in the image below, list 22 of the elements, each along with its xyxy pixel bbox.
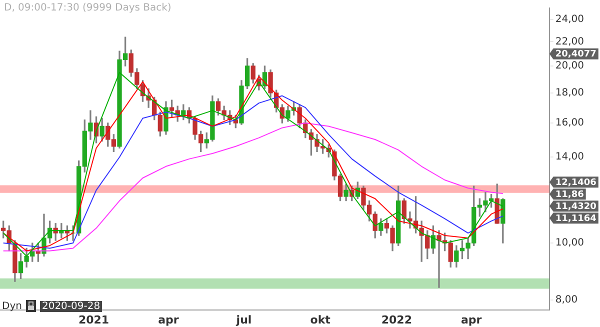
- annotation: Dyn: [2, 300, 22, 312]
- y-tick-label: 20,00: [555, 60, 584, 72]
- text: 20,4077: [555, 50, 596, 60]
- y-tick-label: 18,00: [555, 88, 584, 99]
- x-tick-label: okt: [310, 313, 330, 326]
- x-tick-label: 2021: [78, 313, 110, 326]
- text: 11,86: [555, 190, 584, 200]
- y-tick-label: 10,00: [555, 238, 584, 249]
- y-tick-label: 14,00: [555, 152, 584, 163]
- text: 12,1406: [555, 178, 596, 188]
- annotation: 2020-09-28: [40, 300, 102, 312]
- x-tick-label: jul: [235, 313, 252, 326]
- text: 11,4320: [555, 202, 596, 212]
- y-tick-label: 16,00: [555, 118, 584, 129]
- text: 11,1164: [555, 214, 596, 224]
- x-tick-label: 2022: [381, 313, 412, 326]
- y-tick-label: 22,00: [555, 36, 584, 48]
- x-tick-label: apr: [460, 313, 482, 326]
- chart-title: D, 09:00-17:30 (9999 Days Back): [4, 2, 172, 14]
- x-tick-label: apr: [158, 313, 180, 326]
- y-tick-label: 24,00: [555, 14, 584, 26]
- y-tick-label: 8,00: [555, 294, 578, 306]
